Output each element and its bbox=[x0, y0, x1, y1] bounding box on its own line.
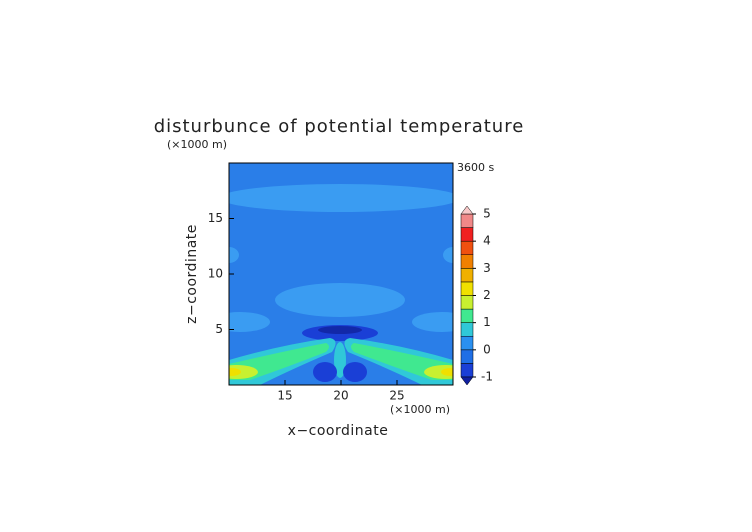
x-tick-label: 25 bbox=[389, 389, 404, 403]
field-region bbox=[229, 184, 453, 212]
colorbar-band bbox=[460, 268, 474, 283]
x-tick-label: 15 bbox=[277, 389, 292, 403]
field-region bbox=[313, 362, 337, 382]
y-tick-label: 10 bbox=[208, 267, 223, 281]
colorbar-band bbox=[460, 308, 474, 323]
field-region bbox=[441, 368, 453, 376]
colorbar-band bbox=[460, 349, 474, 364]
colorbar-tick-label: 4 bbox=[483, 234, 491, 248]
field-region bbox=[275, 283, 405, 317]
field-region bbox=[229, 312, 270, 332]
time-label: 3600 s bbox=[457, 161, 494, 174]
field-region bbox=[412, 312, 453, 332]
x-axis-label: x−coordinate bbox=[288, 423, 389, 439]
colorbar-band bbox=[460, 213, 474, 228]
y-tick-label: 15 bbox=[208, 211, 223, 225]
field-region bbox=[334, 342, 346, 378]
field-region bbox=[318, 326, 362, 334]
colorbar-band bbox=[460, 281, 474, 296]
colorbar-tick-label: 5 bbox=[483, 207, 491, 221]
field-region bbox=[229, 365, 258, 379]
field-region bbox=[343, 362, 367, 382]
field-region bbox=[229, 368, 241, 376]
colorbar-band bbox=[460, 363, 474, 378]
colorbar-tick-label: -1 bbox=[481, 370, 493, 384]
field-region bbox=[229, 247, 239, 263]
colorbar-tick-label: 0 bbox=[483, 342, 491, 356]
colorbar-band bbox=[460, 240, 474, 256]
colorbar-band bbox=[460, 254, 474, 269]
y-tick-label: 5 bbox=[215, 322, 223, 336]
colorbar-over bbox=[460, 205, 474, 215]
colorbar-tick-label: 1 bbox=[483, 315, 491, 329]
colorbar-band bbox=[460, 336, 474, 351]
chart-title: disturbunce of potential temperature bbox=[154, 116, 525, 137]
colorbar-under bbox=[460, 376, 474, 386]
x-unit: (×1000 m) bbox=[390, 403, 450, 416]
colorbar-band bbox=[460, 295, 474, 310]
x-tick-label: 20 bbox=[333, 389, 348, 403]
field-region bbox=[424, 365, 453, 379]
y-axis-label: z−coordinate bbox=[184, 224, 200, 324]
y-unit: (×1000 m) bbox=[167, 138, 227, 151]
colorbar-band bbox=[460, 322, 474, 337]
contour-field bbox=[229, 163, 453, 385]
colorbar-band bbox=[460, 227, 474, 242]
colorbar-tick-label: 2 bbox=[483, 288, 491, 302]
field-region bbox=[443, 247, 453, 263]
colorbar-tick-label: 3 bbox=[483, 261, 491, 275]
